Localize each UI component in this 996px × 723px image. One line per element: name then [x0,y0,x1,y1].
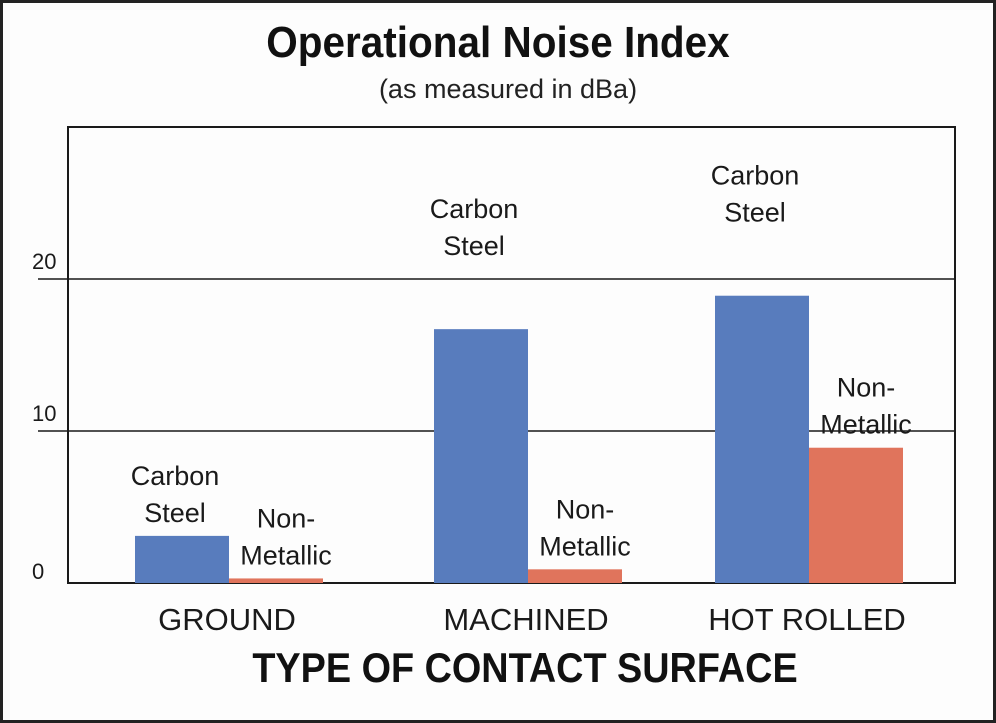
bar-series-label: Non- [556,494,615,524]
bar [229,578,323,583]
bar-series-label: Carbon [430,194,519,224]
bar [434,329,528,583]
bar-series-label: Non- [257,503,316,533]
y-tick-label: 20 [32,249,56,274]
bar-series-label: Carbon [711,161,800,191]
chart-subtitle: (as measured in dBa) [378,74,638,104]
y-tick-label: 10 [32,401,56,426]
bar-series-label: Steel [144,498,206,528]
x-axis-title: TYPE OF CONTACT SURFACE [252,644,798,691]
chart-title: Operational Noise Index [266,18,730,67]
bar-series-label: Carbon [131,461,220,491]
bar-series-label: Non- [837,373,896,403]
bar-series-label: Steel [724,198,786,228]
x-tick-label: MACHINED [443,602,608,637]
bar [809,447,903,583]
x-tick-label: HOT ROLLED [708,602,906,637]
bar [528,569,622,583]
bar-series-label: Metallic [240,540,332,570]
bar [715,295,809,583]
bar-series-label: Metallic [820,410,912,440]
bar [135,535,229,583]
bar-series-label: Metallic [539,531,631,561]
y-tick-label: 0 [32,559,44,584]
bar-series-label: Steel [443,231,505,261]
x-tick-label: GROUND [158,602,296,637]
